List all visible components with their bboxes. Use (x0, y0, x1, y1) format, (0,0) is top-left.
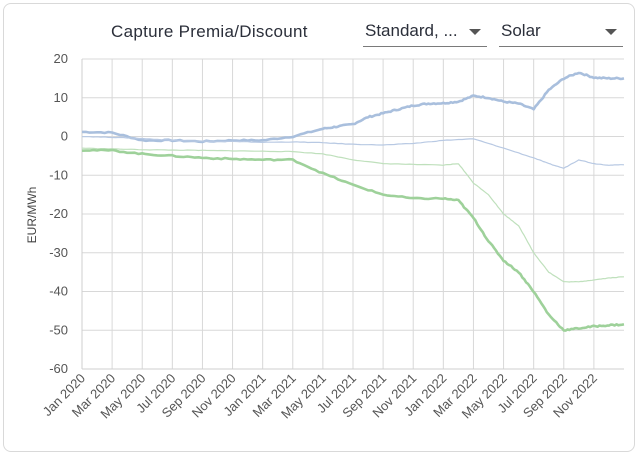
y-tick-label: -60 (49, 361, 68, 376)
technology-value: Solar (501, 21, 541, 40)
y-tick-label: -40 (49, 284, 68, 299)
series-line-2 (81, 136, 625, 169)
calculation-method-value: Standard, ... (365, 21, 458, 40)
y-axis-ticks: 20 10 0 -10 -20 -30 -40 -50 -60 (49, 51, 68, 376)
y-tick-label: 0 (61, 129, 68, 144)
y-tick-label: -20 (49, 206, 68, 221)
y-tick-label: 10 (54, 90, 68, 105)
series-line-3 (81, 147, 625, 283)
calculation-method-select[interactable]: Standard, ... (363, 18, 487, 47)
chart-title: Capture Premia/Discount (111, 22, 308, 41)
series-line-4 (81, 148, 625, 332)
y-tick-label: -30 (49, 245, 68, 260)
y-tick-label: 20 (54, 51, 68, 66)
chevron-down-icon (469, 29, 481, 35)
y-tick-label: -50 (49, 322, 68, 337)
chart-grid (81, 58, 624, 370)
chart-card (3, 3, 635, 452)
chevron-down-icon (605, 29, 617, 35)
y-tick-label: -10 (49, 167, 68, 182)
chart-series (81, 71, 625, 332)
technology-select[interactable]: Solar (499, 18, 623, 47)
y-axis-label: EUR/MWh (25, 187, 39, 244)
